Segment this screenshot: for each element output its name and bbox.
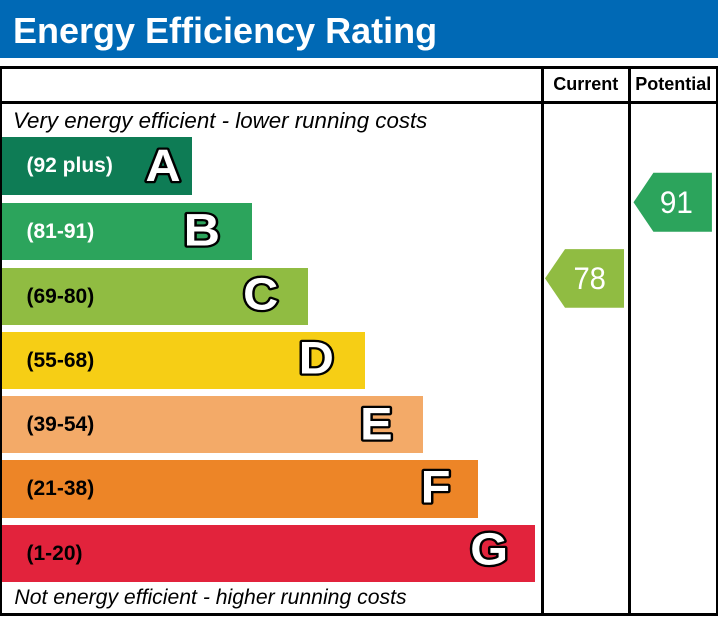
svg-text:F: F	[421, 462, 451, 512]
svg-text:A: A	[145, 141, 180, 191]
svg-text:91: 91	[660, 184, 693, 220]
svg-text:78: 78	[573, 260, 606, 296]
svg-text:G: G	[470, 524, 508, 574]
svg-text:D: D	[299, 333, 334, 383]
svg-text:B: B	[184, 206, 220, 256]
svg-text:C: C	[243, 269, 278, 319]
svg-text:E: E	[360, 399, 392, 449]
